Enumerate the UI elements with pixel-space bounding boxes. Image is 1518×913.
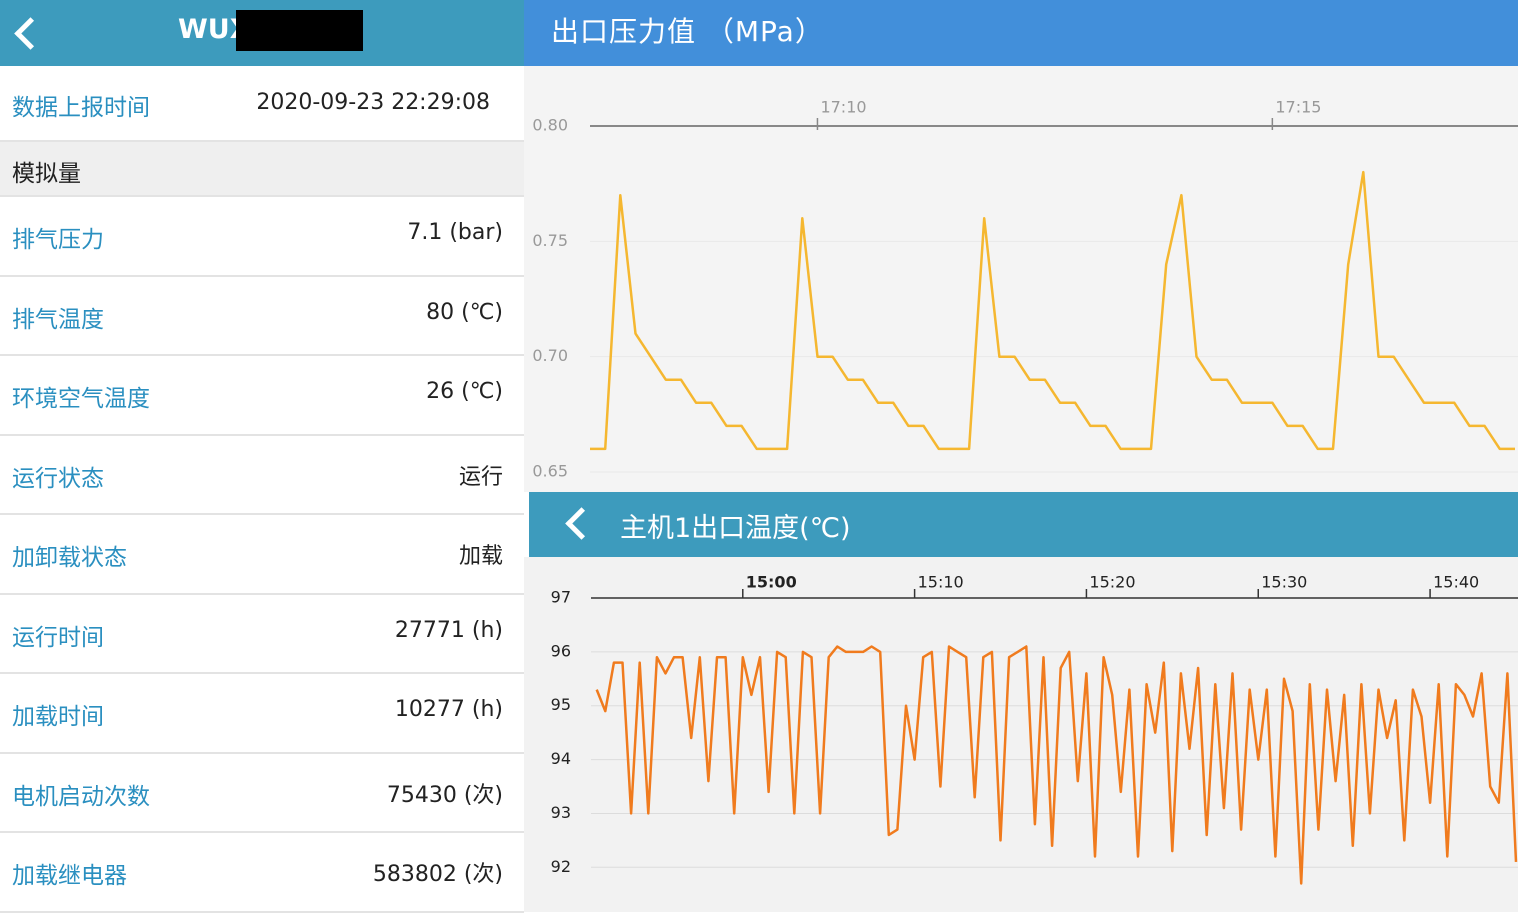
row-label: 电机启动次数 xyxy=(12,783,150,810)
row-value: 75430 (次) xyxy=(386,782,503,808)
data-line xyxy=(595,645,1518,885)
row-label: 排气温度 xyxy=(12,306,104,333)
section-header: 模拟量 xyxy=(0,142,524,197)
chart-header: 主机1出口温度(℃) xyxy=(529,492,1518,557)
data-row: 加载继电器 583802 (次) xyxy=(0,833,524,913)
back-button[interactable] xyxy=(565,507,598,540)
row-value: 26 (℃) xyxy=(426,379,503,404)
back-button[interactable] xyxy=(14,17,47,50)
section-title: 模拟量 xyxy=(12,161,81,187)
x-tick-label: 17:15 xyxy=(1275,98,1321,117)
row-label: 环境空气温度 xyxy=(12,386,150,412)
x-tick-label: 15:30 xyxy=(1261,573,1307,592)
y-tick-label: 92 xyxy=(551,857,571,876)
y-tick-label: 96 xyxy=(551,641,571,660)
chart-bg xyxy=(524,557,1518,912)
header: WUX xyxy=(0,0,524,66)
row-value: 7.1 (bar) xyxy=(407,220,503,245)
row-value: 583802 (次) xyxy=(372,862,503,887)
y-tick-label: 0.70 xyxy=(532,346,568,365)
data-row: 加卸载状态 加载 xyxy=(0,515,524,595)
chart-title: 出口压力值 （MPa） xyxy=(551,15,824,48)
x-tick-label: 15:10 xyxy=(918,573,964,592)
row-label: 加载继电器 xyxy=(12,863,127,889)
row-value: 27771 (h) xyxy=(394,617,503,643)
x-tick-label: 15:40 xyxy=(1433,573,1479,592)
redaction xyxy=(236,10,363,51)
y-tick-label: 93 xyxy=(551,803,571,822)
chart-header: 出口压力值 （MPa） xyxy=(524,0,1518,66)
row-value: 运行 xyxy=(458,464,503,490)
row-label: 运行状态 xyxy=(12,465,104,492)
y-tick-label: 97 xyxy=(551,588,571,607)
y-tick-label: 0.75 xyxy=(532,231,568,250)
data-line xyxy=(590,170,1515,451)
y-tick-label: 95 xyxy=(551,695,571,714)
data-row: 加载时间 10277 (h) xyxy=(0,674,524,754)
row-label: 加卸载状态 xyxy=(12,545,127,571)
data-row: 排气温度 80 (℃) xyxy=(0,277,524,356)
data-row: 电机启动次数 75430 (次) xyxy=(0,754,524,833)
chart-title: 主机1出口温度(℃) xyxy=(620,513,851,544)
y-tick-label: 0.80 xyxy=(532,116,568,135)
chart-bg xyxy=(524,66,1518,492)
row-label: 加载时间 xyxy=(12,704,104,730)
data-row: 运行状态 运行 xyxy=(0,436,524,515)
y-tick-label: 0.65 xyxy=(532,462,568,481)
charts: 0.80 0.75 0.70 0.65 17:10 17:15 97 96 95 94 93 92 15… xyxy=(524,66,1518,912)
row-value: 2020-09-23 22:29:08 xyxy=(256,90,490,115)
x-tick-label: 15:20 xyxy=(1089,573,1135,592)
row-value: 10277 (h) xyxy=(394,697,503,722)
device-panel: WUX 数据上报时间 2020-09-23 22:29:08 模拟量 排气压力 7… xyxy=(0,0,524,913)
data-row: 排气压力 7.1 (bar) xyxy=(0,197,524,277)
row-value: 80 (℃) xyxy=(426,299,503,325)
report-time-row: 数据上报时间 2020-09-23 22:29:08 xyxy=(0,66,524,142)
data-row: 环境空气温度 26 (℃) xyxy=(0,356,524,436)
x-tick-label: 17:10 xyxy=(820,98,866,117)
data-row: 运行时间 27771 (h) xyxy=(0,595,524,674)
row-label: 排气压力 xyxy=(12,227,104,253)
row-label: 数据上报时间 xyxy=(12,95,150,121)
row-label: 运行时间 xyxy=(12,624,104,651)
x-tick-label: 15:00 xyxy=(746,573,797,592)
y-tick-label: 94 xyxy=(551,749,571,768)
row-value: 加载 xyxy=(458,544,503,569)
